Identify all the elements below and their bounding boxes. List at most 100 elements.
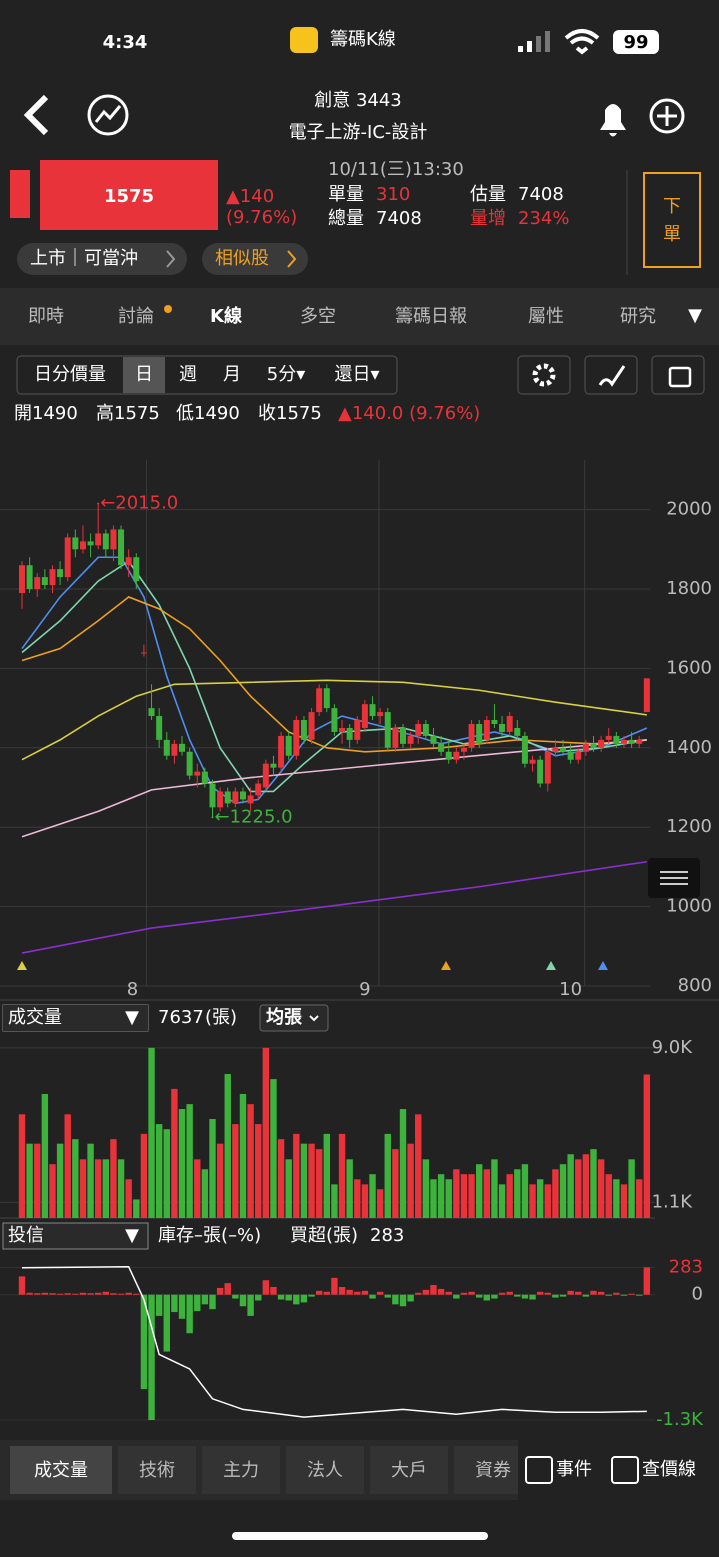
candle-body [521,735,528,764]
volume-bar [41,1093,49,1218]
event-marker[interactable] [441,961,451,970]
volume-bar [34,1143,41,1218]
bell-icon[interactable] [600,104,626,137]
net-buy-bar [384,1294,391,1298]
volume-bar [315,1149,323,1218]
toggle[interactable] [259,1004,329,1032]
net-buy-bar [102,1291,110,1295]
home-indicator [232,1532,488,1540]
battery-level: 99 [623,32,648,53]
volume-bar [125,1179,132,1218]
volume-bar [476,1164,483,1218]
rotate-button[interactable] [651,355,705,395]
period[interactable]: 日 [135,364,153,385]
draw-button[interactable] [584,355,638,395]
bottom-tab[interactable]: 法人 [307,1460,343,1481]
candle-body [316,688,323,713]
net-buy-bar [430,1285,437,1295]
volume-bar [422,1159,430,1218]
ohlc-close: 收1575 [258,403,322,424]
event-marker[interactable] [17,961,27,970]
order-button[interactable] [643,172,701,268]
candle-body [598,739,605,748]
period[interactable]: 週 [179,364,197,385]
candle-body [64,537,71,578]
period[interactable]: 還日▾ [334,364,379,385]
volume-bar [491,1159,498,1218]
bottom-tab-active-bg [10,1446,112,1494]
net-buy-bar [628,1293,635,1295]
net-buy-bar [247,1294,254,1316]
candle-body [300,720,307,740]
volume-bar [460,1174,468,1218]
candle-body [125,557,132,566]
volume-bar [178,1109,186,1218]
bottom-tab[interactable]: 成交量 [34,1460,88,1481]
add-button[interactable] [649,98,685,134]
tag-text: 相似股 [215,248,269,269]
indicator-select-bg [3,1005,148,1031]
tab[interactable]: 多空 [300,306,336,327]
period[interactable]: 日分價量 [34,364,106,385]
candle-body [620,739,627,744]
period[interactable]: 5分▾ [267,364,306,385]
volume-bar [369,1174,376,1218]
datetime: 10/11(三)13:30 [328,159,464,180]
y-tick-label: 1.1K [652,1191,694,1212]
volume-bar [453,1169,460,1218]
tab[interactable]: 討論 [118,306,154,327]
tab[interactable]: 即時 [28,306,64,327]
add-plus [657,106,677,126]
tab[interactable]: 籌碼日報 [395,306,467,327]
candle-body [575,751,582,760]
battery [613,30,659,54]
checkbox-label: 查價線 [642,1459,696,1480]
bottom-tab[interactable]: 資券 [475,1460,511,1481]
volume-bar [407,1143,414,1218]
candle-body [339,727,346,732]
indicator-select[interactable] [2,1222,149,1250]
buy-label: 買超(張) [290,1225,358,1246]
candle-body [163,739,170,756]
checkbox[interactable] [525,1456,553,1484]
net-buy-bar [552,1294,559,1298]
bottom-tab[interactable]: 技術 [139,1460,175,1481]
back-button[interactable] [23,94,49,136]
candle-body [460,747,467,752]
volume-bar [590,1149,597,1218]
net-buy-bar [529,1294,536,1300]
signal [518,31,550,52]
tab-bar [0,288,719,345]
candle-body [156,716,163,740]
tag[interactable] [17,243,187,275]
event-marker[interactable] [546,961,556,970]
y-tick-label: 2000 [666,499,712,520]
tab[interactable]: 屬性 [528,306,564,327]
tab[interactable]: 研究 [620,306,656,327]
indicator-name: 投信 [8,1225,44,1246]
volume-bar [209,1119,216,1218]
volume-bar [636,1179,643,1218]
volume-bar [277,1139,285,1218]
period[interactable]: 月 [223,364,241,385]
track-icon[interactable] [87,94,129,136]
checkbox[interactable] [611,1456,639,1484]
volume-bar [399,1109,407,1218]
tab-more[interactable]: ▼ [688,305,702,326]
buy-value: 283 [370,1225,404,1246]
tag[interactable] [202,243,308,275]
event-marker[interactable] [598,961,608,970]
chevron [166,250,176,268]
settings-button[interactable] [517,355,571,395]
bottom-tab[interactable]: 大戶 [391,1460,427,1481]
net-buy-bar [49,1293,56,1295]
volume-bar [140,1133,148,1218]
tab-active[interactable]: K線 [210,305,242,327]
candle-body [102,533,109,550]
net-buy-bar [536,1291,544,1295]
price: 1575 [104,186,154,207]
candle-body [643,678,650,713]
net-buy-bar [239,1294,247,1307]
net-buy-bar [597,1291,605,1295]
bottom-tab[interactable]: 主力 [223,1460,259,1481]
